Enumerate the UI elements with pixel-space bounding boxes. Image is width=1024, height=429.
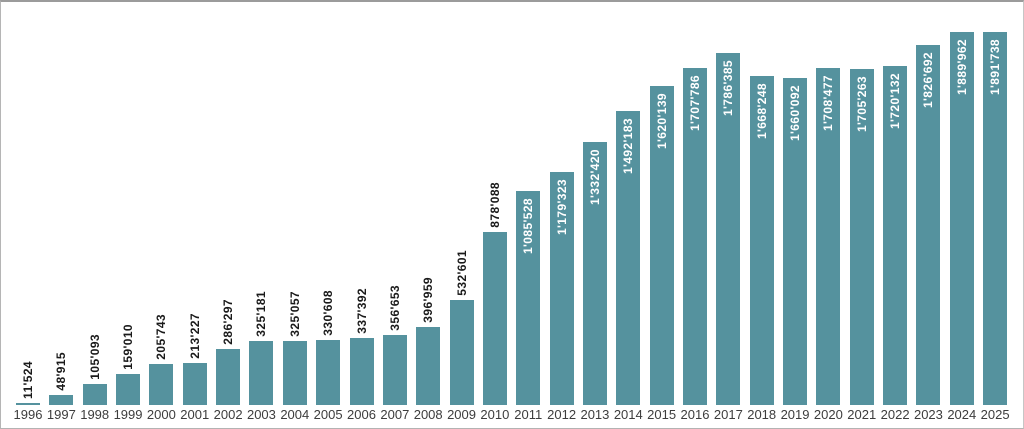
value-label-1996: 11'524 (21, 361, 35, 399)
bar-2015 (649, 86, 674, 405)
bar-1998 (82, 384, 107, 405)
bar-1996 (16, 403, 40, 405)
bar-2010 (482, 232, 507, 405)
x-tick-2006: 2006 (347, 407, 376, 422)
x-tick-2011: 2011 (514, 407, 543, 422)
x-tick-2005: 2005 (313, 407, 343, 422)
bar-2009 (449, 300, 474, 405)
x-tick-2016: 2016 (680, 407, 710, 422)
x-tick-2014: 2014 (613, 407, 643, 422)
value-label-2020: 1'708'477 (821, 75, 836, 132)
value-label-2022: 1'720'132 (888, 73, 903, 130)
bar-2021 (849, 69, 874, 405)
bar-2003 (249, 341, 274, 405)
bar-2005 (316, 340, 341, 405)
x-tick-2019: 2019 (780, 407, 810, 422)
bar-2013 (582, 142, 607, 405)
x-tick-2021: 2021 (847, 407, 877, 422)
x-tick-2015: 2015 (647, 407, 677, 422)
value-label-2024: 1'889'962 (954, 39, 969, 96)
bar-2008 (416, 327, 441, 405)
value-label-2018: 1'668'248 (754, 83, 769, 140)
value-label-2007: 356'653 (387, 285, 402, 331)
bar-2002 (216, 349, 241, 405)
value-label-2011: 1'085'528 (521, 198, 536, 255)
x-tick-1996: 1996 (13, 407, 43, 422)
bar-2001 (182, 363, 207, 405)
value-label-2025: 1'891'738 (988, 39, 1003, 96)
x-tick-2023: 2023 (913, 407, 943, 422)
value-label-2002: 286'297 (221, 299, 236, 345)
bar-2014 (616, 111, 641, 405)
bar-2022 (883, 66, 908, 405)
x-tick-2012: 2012 (547, 407, 577, 422)
value-label-2008: 396'959 (421, 277, 436, 323)
value-label-2000: 205'743 (154, 314, 169, 360)
value-label-1998: 105'093 (87, 334, 102, 380)
value-label-2021: 1'705'263 (854, 76, 869, 133)
bar-2011 (516, 191, 541, 405)
value-label-2006: 337'392 (354, 288, 369, 334)
value-label-2003: 325'181 (254, 291, 269, 337)
value-label-2009: 532'601 (454, 250, 469, 296)
bar-2006 (349, 338, 374, 405)
value-label-2013: 1'332'420 (587, 149, 602, 206)
value-label-1997: 48'915 (54, 352, 69, 391)
x-tick-2020: 2020 (813, 407, 843, 422)
value-label-2019: 1'660'092 (788, 85, 803, 142)
value-label-2016: 1'707'786 (688, 75, 702, 132)
x-tick-2013: 2013 (580, 407, 610, 422)
value-label-2001: 213'227 (187, 313, 202, 359)
bar-2020 (816, 68, 841, 405)
bar-2004 (282, 341, 307, 405)
bar-1999 (116, 374, 141, 405)
x-tick-2008: 2008 (413, 407, 443, 422)
bar-2024 (949, 32, 974, 405)
bar-2025 (983, 32, 1008, 405)
value-label-2014: 1'492'183 (621, 118, 636, 175)
x-tick-2002: 2002 (213, 407, 243, 422)
x-tick-2022: 2022 (880, 407, 910, 422)
value-label-2005: 330'608 (321, 290, 336, 336)
bar-2000 (149, 364, 174, 405)
value-label-2017: 1'786'385 (721, 60, 736, 117)
x-tick-2009: 2009 (447, 407, 476, 422)
x-tick-2004: 2004 (280, 407, 310, 422)
x-tick-2007: 2007 (380, 407, 410, 422)
value-label-1999: 159'010 (121, 324, 136, 370)
bar-2019 (783, 78, 808, 405)
bar-2016 (683, 68, 707, 405)
x-tick-2003: 2003 (246, 407, 276, 422)
bar-2012 (549, 172, 574, 405)
value-label-2012: 1'179'323 (554, 179, 569, 236)
x-tick-2010: 2010 (480, 407, 510, 422)
x-tick-2024: 2024 (947, 407, 977, 422)
bar-2023 (916, 45, 941, 405)
x-tick-2025: 2025 (980, 407, 1010, 422)
x-tick-2001: 2001 (180, 407, 210, 422)
value-label-2010: 878'088 (487, 182, 502, 228)
x-tick-2017: 2017 (713, 407, 743, 422)
x-tick-1997: 1997 (46, 407, 76, 422)
x-tick-2000: 2000 (146, 407, 176, 422)
x-tick-2018: 2018 (747, 407, 777, 422)
value-label-2004: 325'057 (287, 291, 302, 337)
value-label-2015: 1'620'139 (654, 93, 669, 150)
x-tick-1998: 1998 (80, 407, 110, 422)
bar-2017 (716, 53, 741, 405)
bar-2007 (382, 335, 407, 405)
value-label-2023: 1'826'692 (921, 52, 936, 109)
bar-2018 (749, 76, 774, 405)
bar-1997 (49, 395, 74, 405)
x-tick-1999: 1999 (113, 407, 143, 422)
